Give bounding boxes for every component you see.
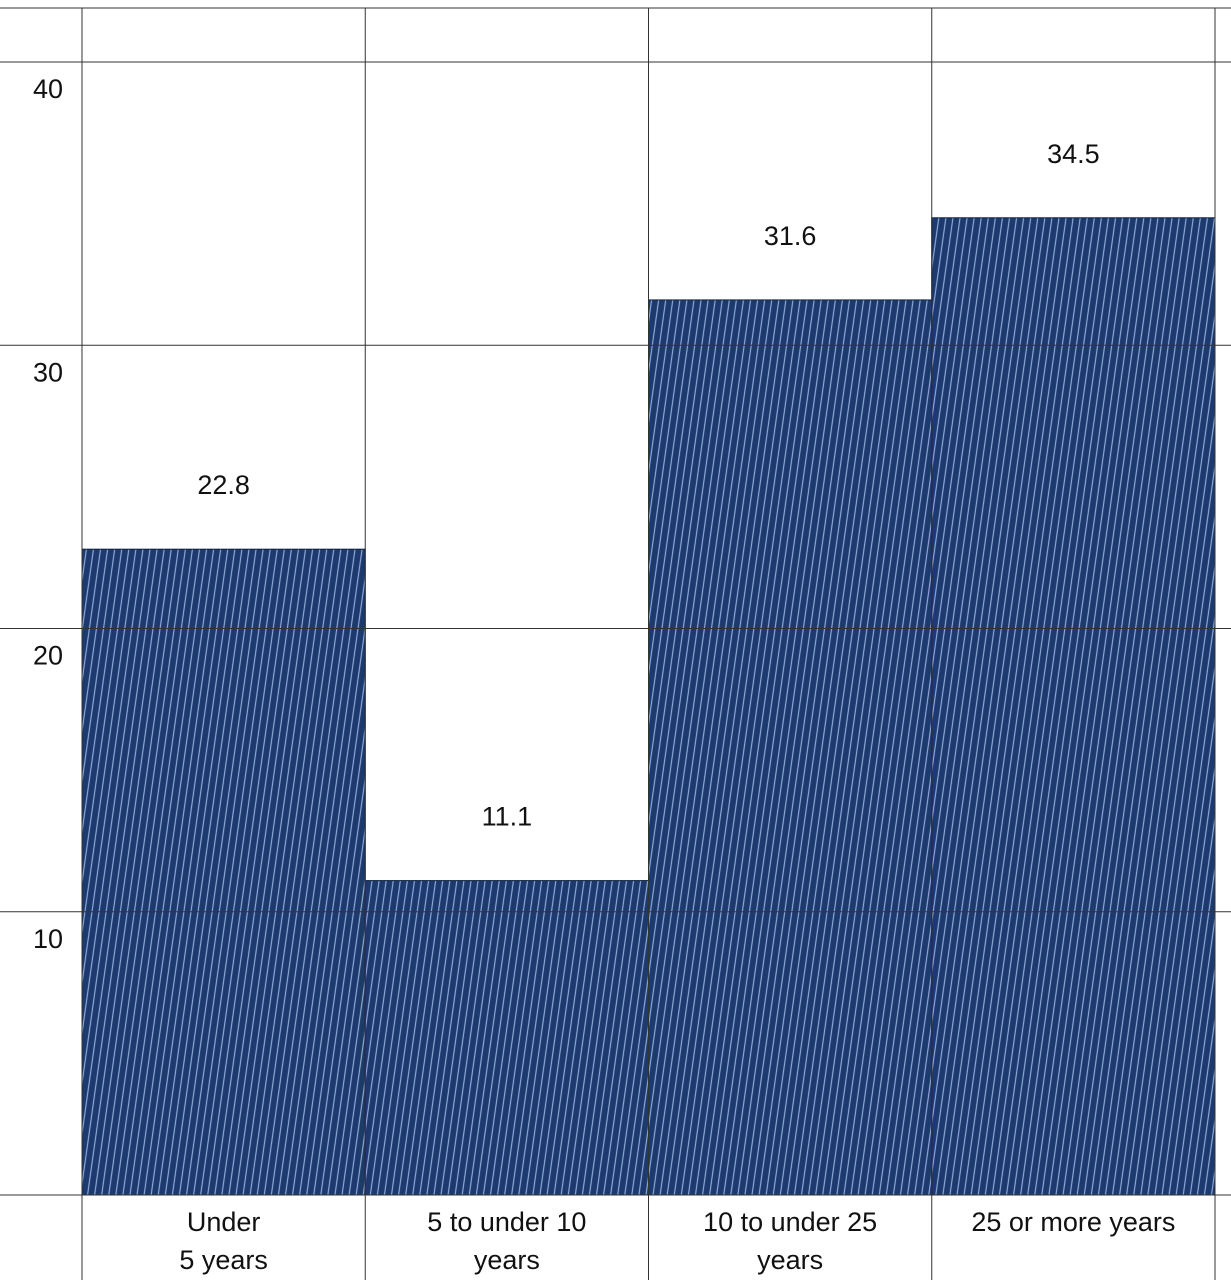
x-tick-label: 10 to under 25 years [703,1207,878,1275]
y-tick-label: 20 [33,641,63,671]
x-tick-label: 25 or more years [971,1207,1176,1237]
x-tick-label: 5 to under 10 years [427,1207,587,1275]
value-label: 22.8 [197,470,250,500]
bar [648,299,933,1196]
bar [81,548,366,1196]
y-tick-label: 30 [33,357,63,387]
value-label: 11.1 [482,802,533,832]
y-tick-label: 40 [33,74,63,104]
value-label: 31.6 [764,221,817,251]
y-tick-label: 10 [33,924,63,954]
value-label: 34.5 [1047,139,1100,169]
bar [931,217,1216,1196]
bar [364,880,649,1196]
x-tick-label: Under 5 years [179,1207,268,1275]
